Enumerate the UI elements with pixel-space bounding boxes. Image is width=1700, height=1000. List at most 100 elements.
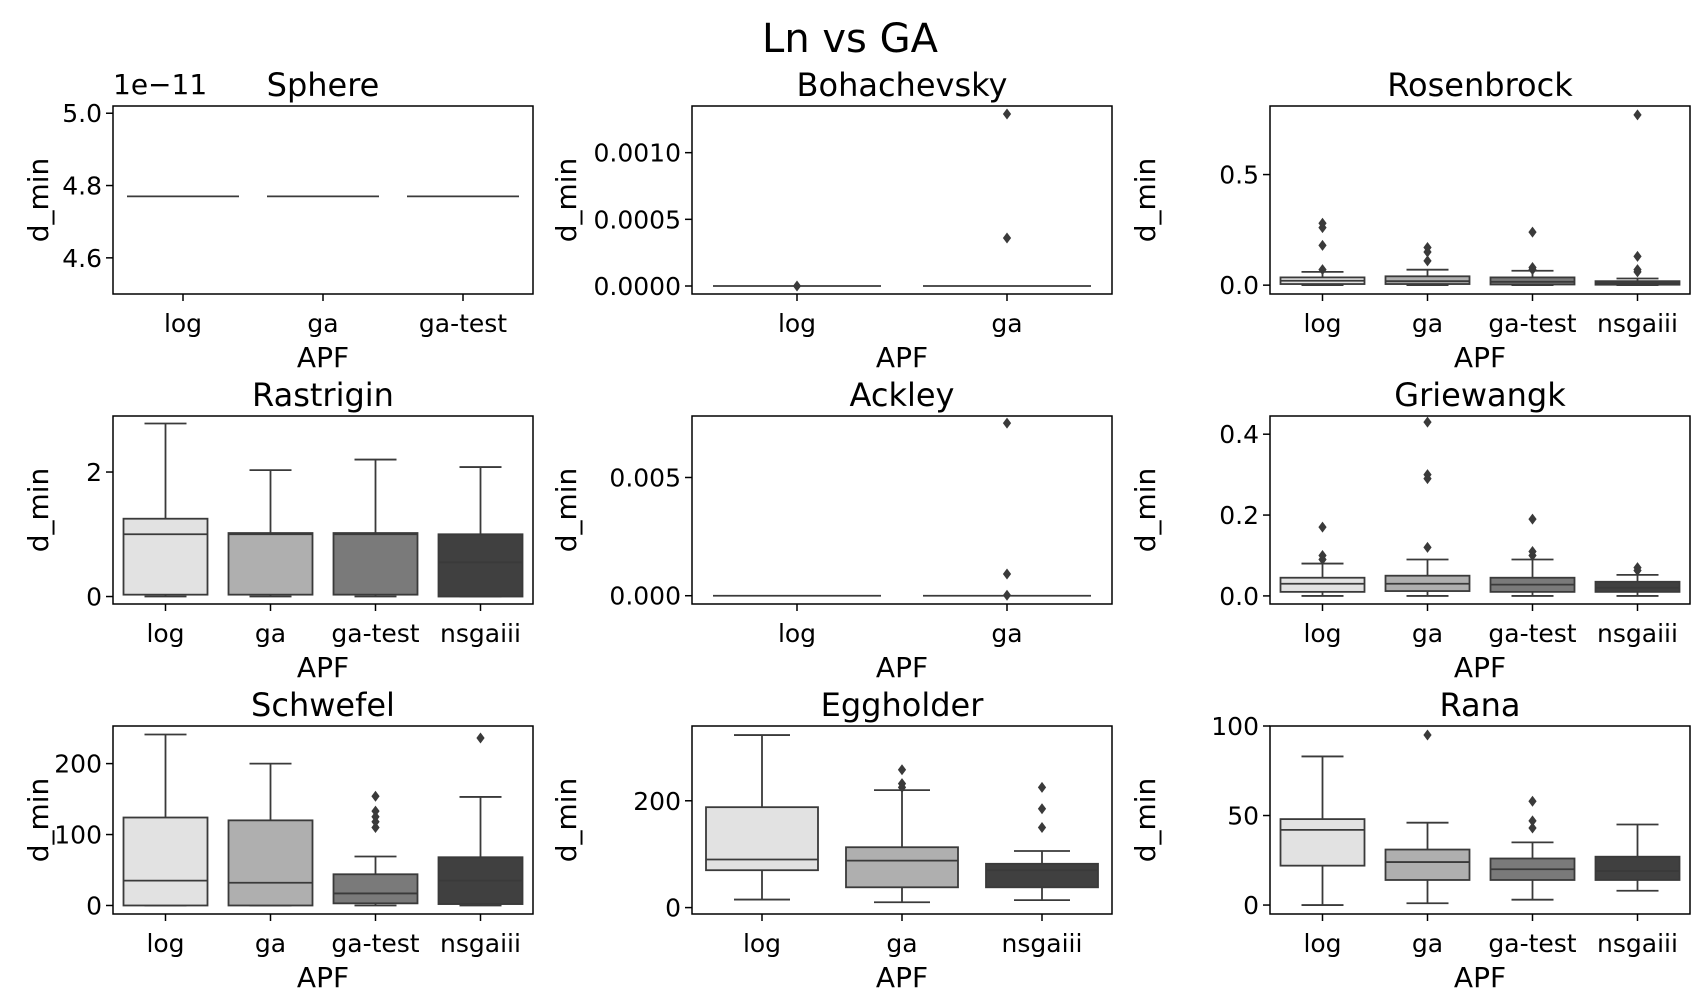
subplot-bohachevsky: Bohachevsky 0.0000 0.0005 0.0010 d_min APF log…	[550, 66, 1113, 374]
box-iqr	[437, 533, 524, 598]
outlier-point	[1318, 239, 1327, 251]
x-tick-label: ga	[1412, 309, 1443, 338]
box-ga: ga	[1384, 729, 1471, 958]
box-nsgaiii: nsgaiii	[1594, 562, 1681, 648]
x-tick-label: ga	[991, 309, 1022, 338]
y-tick-label: 0	[665, 894, 681, 923]
axes-frame	[112, 725, 534, 915]
subplot-rana: Rana 0 50 100 d_min APF log ga ga-test nsgaiii	[1129, 686, 1691, 994]
outlier-point	[1633, 250, 1642, 262]
box-iqr	[1594, 580, 1681, 593]
figure-title: Ln vs GA	[762, 16, 939, 62]
x-tick-label: ga-test	[419, 309, 507, 338]
axes-frame	[1269, 105, 1691, 295]
box-iqr	[845, 846, 959, 889]
x-axis-label: APF	[297, 341, 349, 374]
outlier-point	[1633, 562, 1642, 574]
x-tick-label: log	[164, 309, 202, 338]
outlier-point	[371, 790, 380, 802]
x-axis-label: APF	[297, 651, 349, 684]
y-tick-label: 0.5	[1219, 161, 1259, 190]
y-tick-label: 0.000	[609, 582, 681, 611]
subplot-rosenbrock: Rosenbrock 0.0 0.5 d_min APF log ga ga-test nsga…	[1129, 66, 1691, 374]
x-axis-label: APF	[876, 961, 928, 994]
x-axis-label: APF	[1454, 341, 1506, 374]
x-tick-label: ga-test	[331, 619, 419, 648]
box-ga: ga	[845, 764, 959, 958]
box-log: log	[127, 195, 239, 338]
y-tick-label: 200	[633, 787, 681, 816]
axes-frame	[112, 415, 534, 605]
y-tick-label: 2	[86, 458, 102, 487]
x-tick-label: log	[1303, 309, 1341, 338]
box-nsgaiii: nsgaiii	[1594, 109, 1681, 338]
y-axis-label: d_min	[22, 778, 55, 863]
outlier-point	[1528, 795, 1537, 807]
outlier-point	[1633, 264, 1642, 276]
box-ga: ga	[267, 195, 379, 338]
outlier-point	[1318, 549, 1327, 561]
box-ga: ga	[923, 417, 1091, 648]
x-tick-label: ga	[307, 309, 338, 338]
y-axis-label: d_min	[22, 158, 55, 243]
box-nsgaiii: nsgaiii	[985, 781, 1099, 958]
outlier-point	[1528, 822, 1537, 834]
subplot-title: Eggholder	[821, 686, 985, 724]
box-nsgaiii: nsgaiii	[437, 466, 524, 648]
box-log: log	[713, 594, 881, 648]
x-tick-label: nsgaiii	[1002, 929, 1083, 958]
box-ga-test: ga-test	[331, 790, 420, 958]
box-log: log	[713, 280, 881, 338]
box-iqr	[985, 862, 1099, 889]
y-tick-label: 100	[1211, 712, 1259, 741]
x-tick-label: log	[778, 309, 816, 338]
axes-frame	[1269, 725, 1691, 915]
y-tick-label: 0.0000	[594, 272, 681, 301]
x-tick-label: nsgaiii	[1597, 929, 1678, 958]
box-log: log	[122, 422, 209, 648]
y-tick-label: 0.005	[609, 463, 681, 492]
box-ga-test: ga-test	[1488, 795, 1577, 958]
box-log: log	[705, 734, 819, 958]
outlier-point	[897, 778, 907, 790]
x-tick-label: log	[146, 619, 184, 648]
outlier-point	[1528, 513, 1537, 525]
axes-frame	[1269, 415, 1691, 605]
y-tick-label: 0.4	[1219, 420, 1259, 449]
subplot-title: Rastrigin	[252, 376, 394, 414]
outlier-point	[371, 811, 380, 823]
axes-frame	[112, 105, 534, 295]
x-axis-label: APF	[297, 961, 349, 994]
x-tick-label: log	[146, 929, 184, 958]
x-tick-label: ga-test	[1488, 929, 1576, 958]
x-tick-label: nsgaiii	[1597, 619, 1678, 648]
x-tick-label: log	[743, 929, 781, 958]
y-tick-label: 0.0	[1219, 271, 1259, 300]
axis-offset-label: 1e−11	[113, 68, 207, 101]
x-tick-label: log	[1303, 929, 1341, 958]
subplot-title: Sphere	[267, 66, 380, 104]
x-tick-label: ga-test	[1488, 619, 1576, 648]
y-axis-label: d_min	[550, 468, 583, 553]
outlier-point	[897, 764, 907, 776]
y-tick-label: 5.0	[62, 99, 102, 128]
outlier-point	[1423, 416, 1432, 428]
outlier-point	[1002, 417, 1012, 429]
outlier-point	[1423, 729, 1432, 741]
box-iqr	[1279, 818, 1366, 867]
outlier-point	[476, 732, 485, 744]
box-ga: ga	[1384, 416, 1471, 648]
subplot-title: Rosenbrock	[1387, 66, 1573, 104]
y-axis-label: d_min	[550, 158, 583, 243]
box-ga: ga	[227, 469, 314, 648]
outlier-point	[792, 280, 802, 292]
outlier-point	[1423, 242, 1432, 254]
outlier-point	[1037, 821, 1047, 833]
box-iqr	[122, 816, 209, 907]
y-tick-label: 0	[86, 891, 102, 920]
box-log: log	[1279, 217, 1366, 338]
outlier-point	[1633, 109, 1642, 121]
outlier-point	[1002, 568, 1012, 580]
outlier-point	[1423, 541, 1432, 553]
